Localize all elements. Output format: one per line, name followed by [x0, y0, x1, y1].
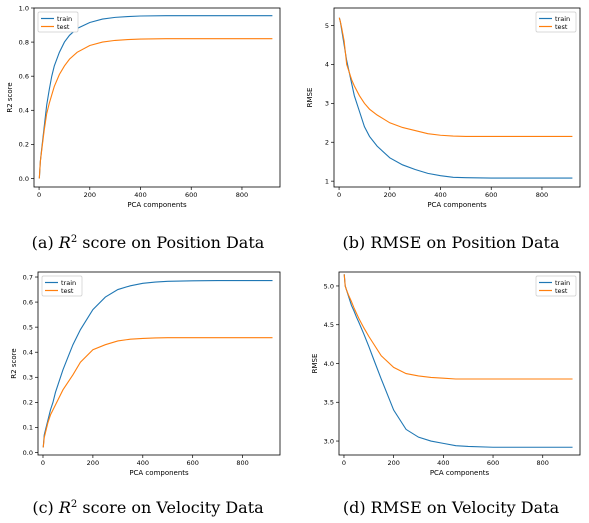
- y-axis-label: R2 score: [6, 82, 14, 112]
- caption-prefix: (b): [343, 233, 371, 252]
- x-tick-label: 400: [134, 191, 146, 199]
- caption-prefix: (d): [343, 498, 371, 517]
- x-tick-label: 800: [236, 191, 248, 199]
- x-tick-label: 600: [485, 191, 497, 199]
- y-axis-label: R2 score: [10, 348, 18, 378]
- y-tick-label: 0.0: [19, 175, 29, 183]
- y-tick-label: 0.6: [19, 72, 29, 80]
- x-tick-label: 0: [41, 459, 45, 467]
- x-tick-label: 800: [537, 459, 549, 467]
- plot-frame: [333, 7, 581, 188]
- y-tick-label: 5.0: [324, 282, 334, 290]
- y-tick-label: 0.2: [19, 141, 29, 149]
- x-axis-label: PCA components: [430, 469, 490, 477]
- series-line-train: [42, 279, 273, 448]
- subfigure-caption: (d) RMSE on Velocity Data: [343, 498, 560, 517]
- x-axis-label: PCA components: [129, 469, 189, 477]
- plot-frame: [33, 7, 281, 188]
- y-tick-label: 1: [325, 177, 329, 185]
- caption-italic: R: [58, 233, 71, 252]
- legend-label-test: test: [61, 287, 74, 295]
- x-tick-label: 800: [236, 459, 248, 467]
- x-axis-label: PCA components: [427, 201, 487, 209]
- chart-panel-3: 0 200 400 600 800 0.0 0.1 0.2 0.3 0.4 0.5 0.6 0.7 PCA…: [10, 271, 281, 517]
- y-tick-label: 2: [325, 139, 329, 147]
- caption-superscript: 2: [71, 234, 77, 245]
- plot-frame: [37, 271, 281, 456]
- x-tick-label: 400: [437, 459, 449, 467]
- caption-superscript: 2: [71, 499, 77, 510]
- caption-rest: score on Velocity Data: [77, 498, 264, 517]
- caption-rest: RMSE on Velocity Data: [371, 498, 560, 517]
- y-tick-label: 4.5: [324, 321, 334, 329]
- subfigure-caption: (b) RMSE on Position Data: [343, 233, 560, 252]
- chart-panel-2: 0 200 400 600 800 1 2 3 4 5 PCA components RMSE trai…: [306, 7, 581, 252]
- x-tick-label: 400: [434, 191, 446, 199]
- subfigure-caption: (c) R2 score on Velocity Data: [32, 498, 264, 517]
- y-tick-label: 0.1: [23, 424, 33, 432]
- y-tick-label: 5: [325, 22, 329, 30]
- y-tick-label: 0.5: [23, 323, 33, 331]
- series-line-test: [343, 274, 573, 380]
- x-tick-label: 0: [342, 459, 346, 467]
- caption-italic: R: [58, 498, 71, 517]
- x-tick-label: 0: [337, 191, 341, 199]
- y-axis-label: RMSE: [311, 354, 319, 374]
- y-tick-label: 3.5: [324, 399, 334, 407]
- y-tick-label: 1.0: [19, 4, 29, 12]
- x-tick-label: 0: [37, 191, 41, 199]
- x-tick-label: 200: [384, 191, 396, 199]
- x-tick-label: 800: [536, 191, 548, 199]
- chart-panel-4: 0 200 400 600 800 3.0 3.5 4.0 4.5 5.0 PCA componen…: [311, 271, 581, 517]
- series-line-test: [38, 38, 273, 179]
- series-line-test: [338, 17, 573, 137]
- x-tick-label: 600: [186, 459, 198, 467]
- chart-panel-1: 0 200 400 600 800 0.0 0.2 0.4 0.6 0.8 1.0 PCA compo…: [6, 4, 281, 252]
- y-tick-label: 4: [325, 61, 329, 69]
- y-tick-label: 0.4: [23, 349, 33, 357]
- x-tick-label: 400: [137, 459, 149, 467]
- y-tick-label: 0.8: [19, 38, 29, 46]
- legend-label-train: train: [57, 15, 72, 23]
- legend-label-train: train: [61, 279, 76, 287]
- y-tick-label: 0.0: [23, 449, 33, 457]
- series-line-train: [343, 274, 573, 448]
- x-tick-label: 600: [487, 459, 499, 467]
- x-tick-label: 200: [87, 459, 99, 467]
- x-tick-label: 200: [84, 191, 96, 199]
- series-line-train: [38, 15, 273, 179]
- y-tick-label: 0.4: [19, 107, 29, 115]
- caption-rest: score on Position Data: [77, 233, 265, 252]
- legend-label-test: test: [57, 23, 70, 31]
- caption-rest: RMSE on Position Data: [370, 233, 560, 252]
- y-tick-label: 4.0: [324, 360, 334, 368]
- x-tick-label: 600: [185, 191, 197, 199]
- series-line-train: [338, 17, 573, 179]
- series-line-test: [42, 337, 273, 448]
- legend-label-test: test: [555, 287, 568, 295]
- y-tick-label: 0.2: [23, 399, 33, 407]
- y-tick-label: 0.7: [23, 273, 33, 281]
- y-tick-label: 3: [325, 100, 329, 108]
- x-axis-label: PCA components: [127, 201, 187, 209]
- legend-label-test: test: [555, 23, 568, 31]
- y-tick-label: 0.6: [23, 298, 33, 306]
- legend-label-train: train: [555, 15, 570, 23]
- y-tick-label: 0.3: [23, 374, 33, 382]
- legend-label-train: train: [555, 279, 570, 287]
- caption-prefix: (a): [32, 233, 59, 252]
- subfigure-caption: (a) R2 score on Position Data: [32, 233, 265, 252]
- caption-prefix: (c): [32, 498, 59, 517]
- y-tick-label: 3.0: [324, 437, 334, 445]
- x-tick-label: 200: [387, 459, 399, 467]
- y-axis-label: RMSE: [306, 88, 314, 108]
